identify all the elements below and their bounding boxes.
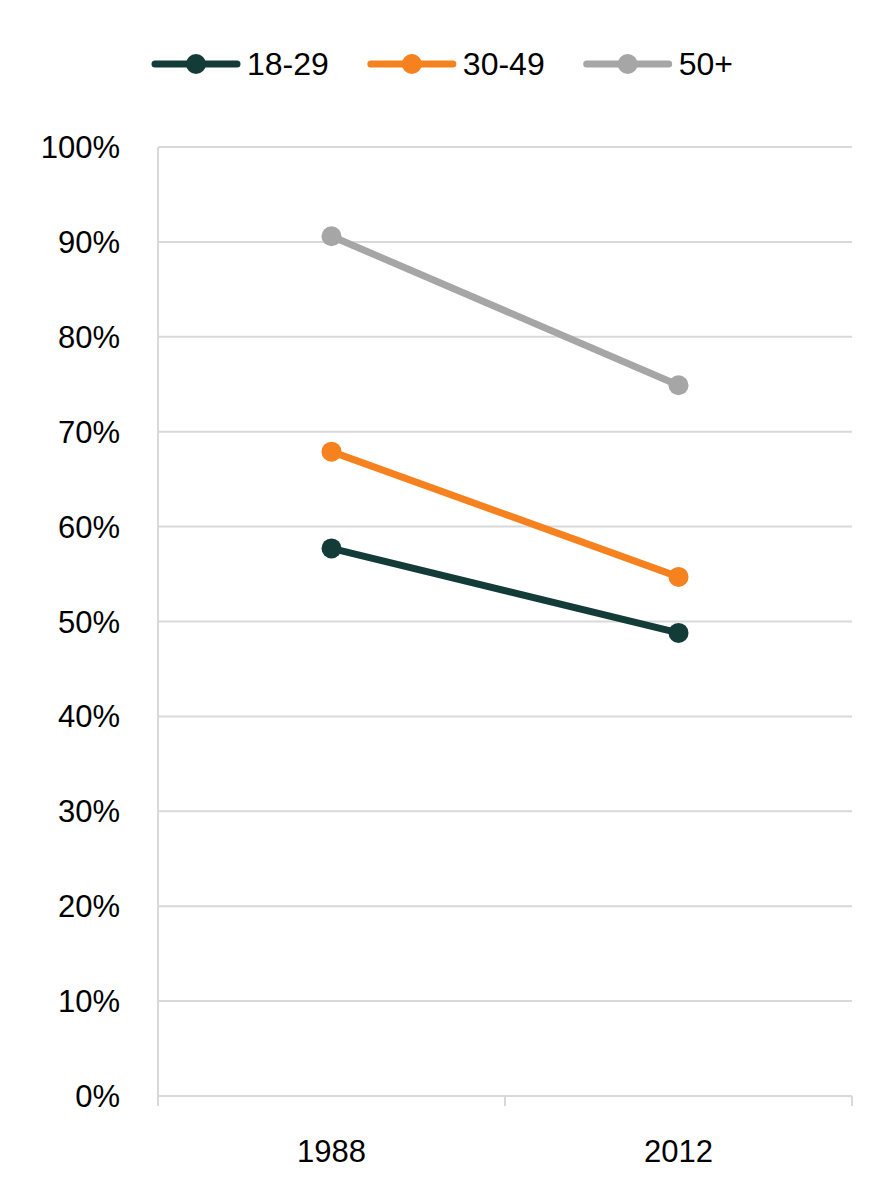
x-tick-label: 2012 xyxy=(644,1134,713,1169)
y-tick-label: 30% xyxy=(58,794,120,829)
grid-line xyxy=(158,905,852,907)
series-line xyxy=(332,452,679,577)
x-tick xyxy=(851,1096,853,1106)
x-tick xyxy=(504,1096,506,1106)
series-marker xyxy=(322,442,342,462)
grid-line xyxy=(158,526,852,528)
series-line xyxy=(332,236,679,385)
grid-line xyxy=(158,146,852,148)
y-tick-label: 20% xyxy=(58,889,120,924)
grid-line xyxy=(158,1000,852,1002)
legend-label: 30-49 xyxy=(463,46,545,82)
x-tick xyxy=(157,1096,159,1106)
grid-line xyxy=(158,621,852,623)
y-tick-label: 0% xyxy=(75,1079,120,1114)
grid-line xyxy=(158,810,852,812)
series-marker xyxy=(322,226,342,246)
plot-area xyxy=(322,226,689,643)
series-marker xyxy=(669,375,689,395)
series-marker xyxy=(322,538,342,558)
chart: 0% 10% 20% 30% 40% 50% 60% 70% 80% 90% 100% 1988 201… xyxy=(0,0,896,1197)
grid-line xyxy=(158,715,852,717)
legend-label: 50+ xyxy=(679,46,733,82)
y-axis xyxy=(157,147,159,1096)
y-tick-label: 10% xyxy=(58,984,120,1019)
y-tick-label: 70% xyxy=(58,415,120,450)
y-tick-label: 40% xyxy=(58,699,120,734)
legend-marker xyxy=(186,54,206,74)
y-tick-label: 90% xyxy=(58,225,120,260)
legend-label: 18-29 xyxy=(247,46,329,82)
series-marker xyxy=(669,567,689,587)
y-tick-label: 100% xyxy=(41,130,120,165)
grid-line xyxy=(158,336,852,338)
y-tick-label: 50% xyxy=(58,605,120,640)
legend-marker xyxy=(618,54,638,74)
x-tick-label: 1988 xyxy=(297,1134,366,1169)
legend-marker xyxy=(402,54,422,74)
grid-line xyxy=(158,431,852,433)
y-tick-label: 60% xyxy=(58,510,120,545)
series-marker xyxy=(669,623,689,643)
grid-line xyxy=(158,241,852,243)
y-tick-label: 80% xyxy=(58,320,120,355)
